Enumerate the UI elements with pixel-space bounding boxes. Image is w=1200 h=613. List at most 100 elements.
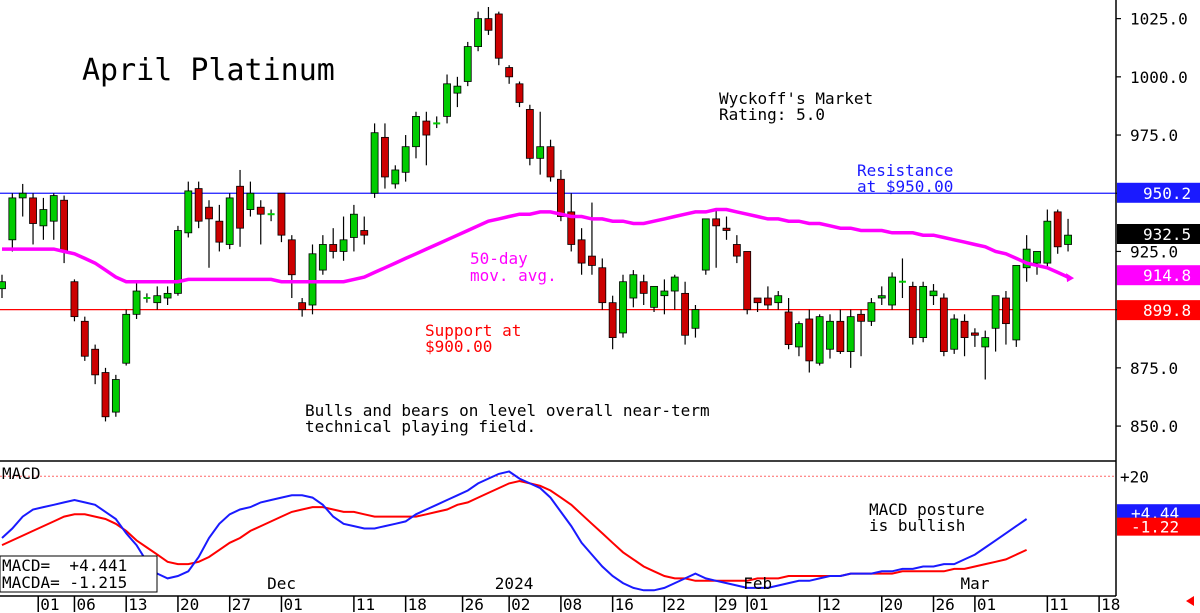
date-tick-label: 01 <box>40 595 59 613</box>
candle <box>681 281 689 345</box>
candle-body <box>1012 265 1021 341</box>
candle-body <box>701 218 710 271</box>
candle <box>929 284 938 306</box>
candle <box>795 321 803 357</box>
candle <box>971 328 979 347</box>
candle-body <box>484 18 493 31</box>
candle-body <box>277 192 286 236</box>
candle <box>422 111 431 166</box>
candle <box>91 344 100 385</box>
resistance-label-2: at $950.00 <box>857 177 953 196</box>
candle-body <box>370 132 379 194</box>
date-tick-label: 12 <box>822 595 841 613</box>
month-label: 2024 <box>495 574 534 593</box>
candle <box>505 65 514 84</box>
candle <box>536 111 545 175</box>
candle-body <box>215 220 224 243</box>
price-box-bg <box>1117 182 1200 203</box>
date-axis: 01 06 13 20 27 01 11 18 26 02 08 16 22 29 01 12 20 26 01 11… <box>37 595 1120 613</box>
macd-title: MACD <box>2 464 41 483</box>
candle <box>443 74 451 124</box>
candle <box>815 314 824 366</box>
candle-body <box>422 120 431 136</box>
date-tick-label: 26 <box>465 595 484 613</box>
candle <box>433 116 441 129</box>
candle <box>722 216 731 240</box>
candle-body <box>577 239 586 264</box>
candle <box>1053 209 1062 254</box>
candle-body <box>836 320 845 352</box>
price-tick-label: 875.0 <box>1130 359 1178 378</box>
candle-body <box>919 285 928 339</box>
month-label: Mar <box>961 574 990 593</box>
candle-body <box>205 206 213 220</box>
candle <box>474 11 483 52</box>
candle <box>194 181 203 229</box>
candle-body <box>991 295 1000 329</box>
candle-body <box>194 188 203 222</box>
candle <box>0 274 6 299</box>
price-tick-label: 1025.0 <box>1130 10 1188 29</box>
candle-body <box>1053 211 1062 248</box>
price-tick-label: 1000.0 <box>1130 68 1188 87</box>
price-box-label: 932.5 <box>1143 225 1191 244</box>
candle-body <box>1033 251 1041 264</box>
candle-body <box>805 318 814 362</box>
candle-body <box>91 348 100 376</box>
date-tick-label: 08 <box>563 595 582 613</box>
candle-body <box>412 116 420 148</box>
candle-body <box>981 337 990 348</box>
candle-body <box>877 295 886 299</box>
macd-readout-box <box>0 555 158 593</box>
candle <box>318 235 327 275</box>
candle <box>122 309 131 366</box>
candle <box>246 181 255 217</box>
candle-body <box>246 192 255 210</box>
candle <box>360 216 369 245</box>
date-tick-label: 01 <box>977 595 996 613</box>
date-tick-label: 11 <box>356 595 375 613</box>
candle <box>836 309 845 354</box>
candle <box>225 193 234 250</box>
scroll-left-arrow-icon[interactable] <box>1186 596 1194 606</box>
candle <box>298 298 307 317</box>
date-tick-label: 20 <box>884 595 903 613</box>
support-label-1: Support at <box>425 321 521 340</box>
candle-body <box>1022 248 1031 269</box>
price-panel: April Platinum Wyckoff's Market Rating: … <box>0 6 1116 436</box>
month-label: Feb <box>743 574 772 593</box>
date-tick-label: 18 <box>1101 595 1120 613</box>
ma-arrowhead <box>1066 273 1075 283</box>
candle <box>950 314 959 354</box>
candle-body <box>670 276 679 292</box>
candle <box>805 309 814 373</box>
candle <box>939 293 948 357</box>
candle <box>784 298 793 350</box>
candle-body <box>960 320 969 339</box>
candle-body <box>650 285 658 308</box>
candle-body <box>287 239 296 276</box>
price-tick-label: 975.0 <box>1130 126 1178 145</box>
candle <box>153 286 162 310</box>
candle-body <box>743 251 752 311</box>
candle-body <box>536 146 545 159</box>
candle-body <box>453 85 462 94</box>
candle <box>1033 251 1041 275</box>
candle-body <box>639 281 648 294</box>
candle <box>277 192 286 243</box>
date-tick-label: 26 <box>936 595 955 613</box>
support-label-2: $900.00 <box>425 337 492 356</box>
candle-body <box>391 169 400 185</box>
candle <box>287 235 296 299</box>
candle-body <box>132 290 141 315</box>
candle <box>567 193 576 252</box>
date-tick-label: 11 <box>1049 595 1068 613</box>
date-tick-label: 29 <box>718 595 737 613</box>
candle <box>174 225 182 296</box>
candle-body <box>1002 297 1010 325</box>
price-box-bg <box>1117 300 1200 321</box>
candle <box>639 274 648 306</box>
candle-body <box>122 313 131 364</box>
candle-body <box>18 192 27 199</box>
